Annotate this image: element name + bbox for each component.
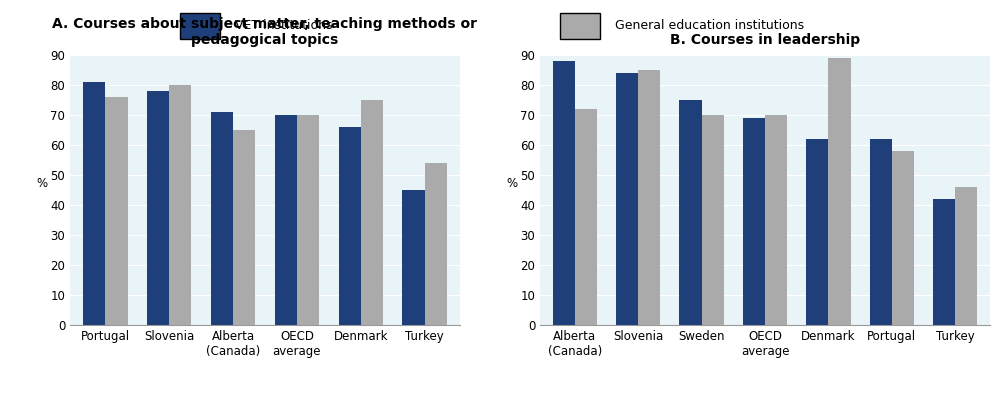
Bar: [892, 151, 914, 325]
Bar: [679, 100, 702, 325]
Bar: [806, 139, 828, 325]
Bar: [233, 130, 255, 325]
Title: A. Courses about subject matter, teaching methods or
pedagogical topics: A. Courses about subject matter, teachin…: [52, 17, 478, 48]
Bar: [933, 199, 955, 325]
Bar: [743, 118, 765, 325]
Bar: [211, 112, 233, 325]
Text: General education institutions: General education institutions: [615, 19, 804, 32]
Bar: [870, 139, 892, 325]
Bar: [828, 59, 851, 325]
Bar: [553, 61, 575, 325]
Bar: [575, 109, 597, 325]
Y-axis label: %: %: [506, 177, 517, 190]
Bar: [105, 97, 128, 325]
Title: B. Courses in leadership: B. Courses in leadership: [670, 33, 860, 48]
Bar: [275, 115, 297, 325]
Bar: [955, 187, 977, 325]
Bar: [339, 127, 361, 325]
Bar: [765, 115, 787, 325]
Bar: [361, 100, 383, 325]
Bar: [616, 73, 638, 325]
Bar: [297, 115, 319, 325]
Bar: [638, 70, 660, 325]
Bar: [83, 82, 105, 325]
Bar: [425, 163, 447, 325]
Bar: [169, 86, 191, 325]
Bar: [402, 190, 425, 325]
FancyBboxPatch shape: [180, 13, 220, 38]
Bar: [147, 91, 169, 325]
Text: VET institutions: VET institutions: [235, 19, 332, 32]
FancyBboxPatch shape: [560, 13, 600, 38]
Y-axis label: %: %: [36, 177, 47, 190]
Bar: [702, 115, 724, 325]
